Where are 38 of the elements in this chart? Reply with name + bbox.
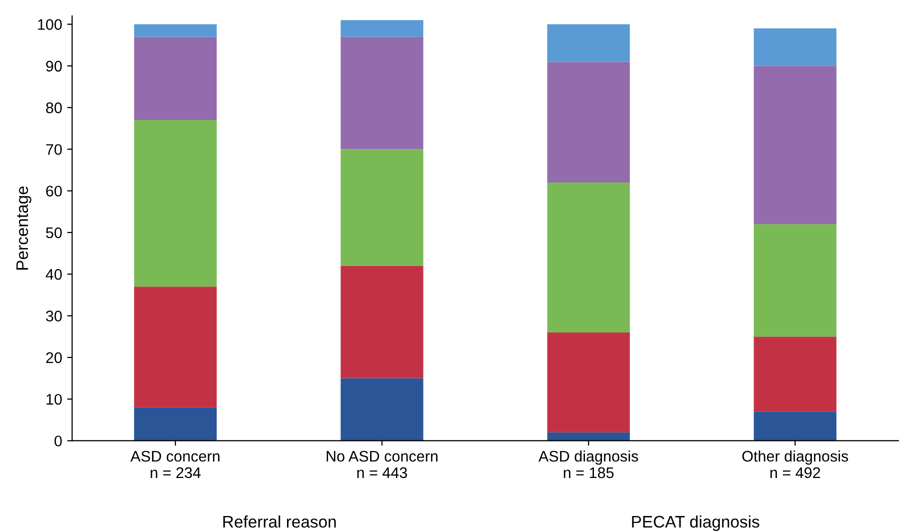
text: Referral reason [223, 515, 336, 528]
bar [754, 336, 836, 412]
y-tick-label: 50 [46, 227, 62, 238]
bar [340, 378, 424, 441]
bar [134, 36, 217, 120]
bar [754, 412, 836, 441]
y-tick-label: 70 [46, 144, 62, 155]
bar [754, 224, 836, 337]
x-tick-label: Other diagnosis n = 492 [742, 450, 848, 478]
y-tick-label: 90 [46, 60, 62, 72]
bar [340, 149, 424, 266]
bar [547, 62, 630, 183]
y-tick-label: 40 [46, 269, 62, 280]
y-tick-label: 20 [46, 352, 62, 364]
y-tick-label: 30 [46, 310, 62, 322]
y-tick-label: 60 [46, 186, 62, 197]
bar [547, 182, 630, 332]
x-tick-label: ASD concern n = 234 [130, 450, 220, 478]
text: PECAT diagnosis [632, 515, 760, 531]
x-tick-label: ASD diagnosis n = 185 [538, 450, 638, 478]
bar [340, 36, 424, 150]
bar [134, 24, 217, 37]
y-tick-label: 100 [38, 19, 62, 30]
bar [134, 120, 217, 287]
bar [547, 332, 630, 432]
bar [754, 28, 836, 66]
bar [134, 286, 217, 408]
y-tick-label: 80 [46, 102, 62, 114]
bar [754, 66, 836, 224]
bar [134, 407, 217, 441]
y-axis-title: Percentage [16, 186, 32, 270]
y-tick-label: 0 [54, 436, 62, 446]
bar [340, 20, 424, 37]
x-tick-label: No ASD concern n = 443 [326, 450, 438, 478]
y-tick-label: 10 [46, 394, 62, 405]
bar [340, 266, 424, 378]
bar [547, 24, 630, 62]
bar [547, 432, 630, 441]
